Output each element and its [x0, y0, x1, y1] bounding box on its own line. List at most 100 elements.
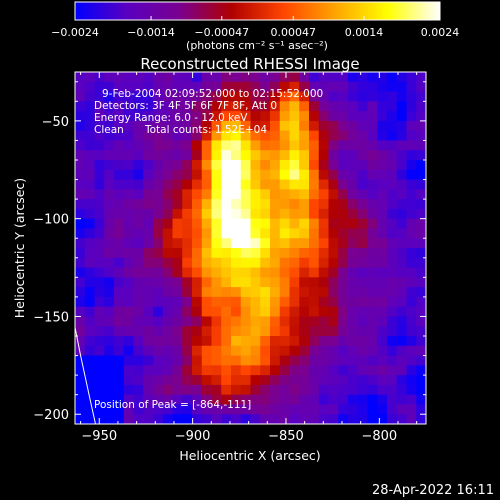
heatmap-cell [367, 375, 378, 386]
heatmap-cell [123, 91, 135, 102]
heatmap-cell [309, 296, 320, 308]
colorbar: −0.0024 −0.0014 −0.00047 0.00047 0.0014 0.002… [51, 1, 459, 52]
heatmap-cell [318, 189, 330, 200]
heatmap-cell [172, 228, 183, 239]
heatmap-cell [94, 169, 105, 181]
heatmap-cell [289, 257, 300, 269]
heatmap-cell [260, 296, 271, 308]
heatmap-cell [357, 160, 369, 171]
heatmap-cell [338, 326, 349, 337]
heatmap-cell [387, 336, 398, 347]
heatmap-cell [318, 384, 330, 396]
heatmap-cell [309, 267, 320, 278]
heatmap-cell [153, 384, 164, 396]
heatmap-cell [221, 179, 232, 190]
heatmap-cell [192, 120, 203, 132]
heatmap-cell [328, 277, 339, 288]
heatmap-cell [192, 404, 203, 415]
heatmap-cell [240, 365, 252, 376]
heatmap-cell [396, 160, 408, 171]
heatmap-cell [396, 120, 408, 132]
heatmap-cell [318, 208, 330, 220]
heatmap-cell [348, 179, 359, 190]
heatmap-cell [289, 228, 300, 239]
heatmap-cell [387, 365, 398, 376]
heatmap-cell [328, 130, 339, 142]
heatmap-cell [377, 345, 388, 357]
heatmap-cell [357, 218, 369, 230]
heatmap-cell [182, 150, 193, 161]
heatmap-cell [270, 316, 281, 327]
heatmap-cell [318, 228, 330, 239]
heatmap-cell [406, 179, 417, 190]
heatmap-cell [143, 287, 154, 298]
heatmap-cell [162, 150, 174, 161]
heatmap-cell [84, 120, 96, 132]
heatmap-cell [182, 336, 193, 347]
heatmap-cell [338, 238, 349, 249]
heatmap-cell [357, 81, 369, 93]
heatmap-cell [299, 365, 310, 376]
heatmap-cell [357, 150, 369, 161]
heatmap-cell [270, 394, 281, 406]
heatmap-cell [221, 404, 232, 415]
heatmap-cell [94, 336, 105, 347]
heatmap-cell [240, 296, 252, 308]
heatmap-cell [270, 238, 281, 249]
annotation-energy-range: Energy Range: 6.0 - 12.0 keV [94, 112, 248, 124]
heatmap-cell [192, 101, 203, 112]
heatmap-cell [84, 91, 96, 102]
colorbar-tick-label: 0.00047 [270, 26, 316, 39]
heatmap-cell [123, 208, 135, 220]
heatmap-cell [299, 394, 310, 406]
heatmap-cell [406, 277, 417, 288]
heatmap-cell [201, 150, 213, 161]
plot-frame [74, 71, 427, 425]
heatmap-cell [348, 101, 359, 112]
heatmap-cell [328, 140, 339, 151]
heatmap-cell [406, 218, 417, 230]
heatmap-cell [162, 365, 174, 376]
heatmap-cell [162, 345, 174, 357]
heatmap-cell [201, 336, 213, 347]
heatmap-cell [367, 208, 378, 220]
heatmap-cell [279, 91, 291, 102]
heatmap-cell [133, 111, 144, 122]
heatmap-cell [153, 375, 164, 386]
heatmap-cell [153, 101, 164, 112]
heatmap-cell [104, 120, 115, 132]
heatmap-cell [75, 228, 86, 239]
heatmap-cell [104, 384, 115, 396]
heatmap-cell [172, 179, 183, 190]
heatmap-cell [153, 267, 164, 278]
heatmap-cell [387, 228, 398, 239]
heatmap-cell [231, 277, 242, 288]
heatmap-cell [143, 414, 154, 424]
heatmap-cell [162, 336, 174, 347]
heatmap-cell [192, 316, 203, 327]
colorbar-tick-label: −0.0024 [51, 26, 99, 39]
heatmap-cell [104, 277, 115, 288]
heatmap-cell [162, 355, 174, 366]
heatmap-cell [377, 120, 388, 132]
heatmap-cell [231, 296, 242, 308]
heatmap-cell [309, 189, 320, 200]
heatmap-cell [201, 140, 213, 151]
heatmap-cell [250, 199, 261, 210]
heatmap-cell [406, 199, 417, 210]
heatmap-cell [260, 404, 271, 415]
heatmap-cell [143, 306, 154, 318]
heatmap-cell [192, 355, 203, 366]
heatmap-cell [260, 257, 271, 269]
heatmap-cell [328, 375, 339, 386]
heatmap-cell [357, 248, 369, 259]
heatmap-cell [104, 140, 115, 151]
heatmap-cell [231, 228, 242, 239]
heatmap-cell [75, 404, 86, 415]
heatmap-cell [250, 140, 261, 151]
heatmap-cell [299, 355, 310, 366]
heatmap-cell [309, 404, 320, 415]
heatmap-cell [182, 120, 193, 132]
heatmap-cell [231, 218, 242, 230]
heatmap-cell [328, 208, 339, 220]
